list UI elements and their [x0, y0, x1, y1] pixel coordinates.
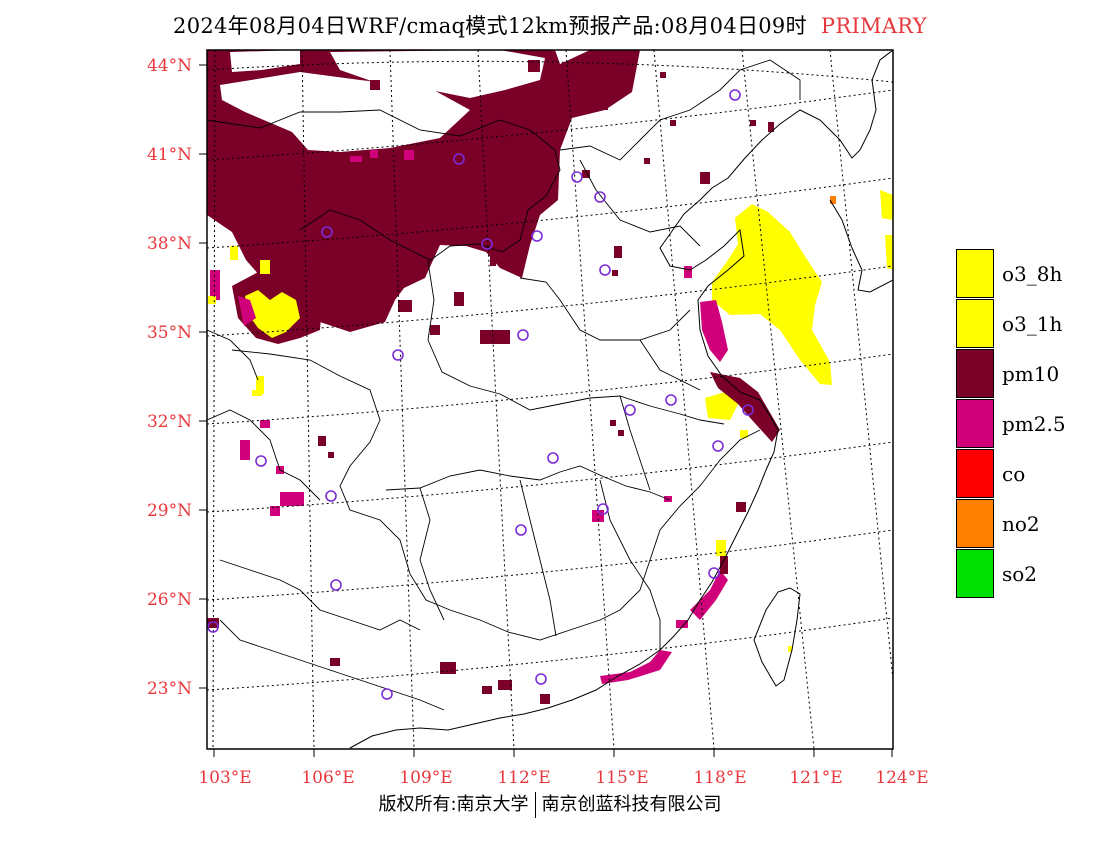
taiwan-outline	[753, 587, 801, 687]
primary-label: PRIMARY	[820, 14, 927, 38]
legend-label-co: co	[1002, 462, 1026, 486]
lon-label-118: 118°E	[693, 768, 746, 788]
city-station-markers	[207, 89, 754, 700]
legend-swatch-no2	[956, 499, 994, 548]
map-content	[207, 50, 893, 749]
coastline	[349, 50, 893, 749]
pm25-fujian-coast	[690, 570, 728, 620]
lat-label-35: 35°N	[147, 323, 192, 343]
longitude-labels: 103°E 106°E 109°E 112°E 115°E 118°E 121°…	[198, 768, 928, 788]
lat-label-38: 38°N	[147, 234, 192, 254]
o3-shanghai	[705, 392, 738, 420]
lon-label-106: 106°E	[301, 768, 354, 788]
copyright-footer: 版权所有:南京大学 南京创蓝科技有限公司	[0, 790, 1100, 818]
lon-label-109: 109°E	[399, 768, 452, 788]
legend-label-no2: no2	[1002, 512, 1040, 536]
korea-coast	[829, 199, 893, 293]
legend-label-o3-8h: o3_8h	[1002, 262, 1063, 286]
legend-swatch-o3-1h	[956, 299, 994, 348]
legend-label-so2: so2	[1002, 562, 1038, 586]
footer-separator	[534, 792, 536, 818]
title-text: 2024年08月04日WRF/cmaq模式12km预报产品:08月04日09时	[173, 14, 807, 38]
latitude-labels: 44°N 41°N 38°N 35°N 32°N 29°N 26°N 23°N	[147, 56, 192, 699]
lon-label-112: 112°E	[497, 768, 550, 788]
legend-label-o3-1h: o3_1h	[1002, 312, 1063, 336]
clear-area-2	[230, 50, 300, 72]
legend-swatch-co	[956, 449, 994, 498]
legend-label-pm10: pm10	[1002, 362, 1060, 386]
legend-swatch-o3-8h	[956, 249, 994, 298]
legend-label-pm25: pm2.5	[1002, 412, 1066, 436]
legend-swatch-pm10	[956, 349, 994, 398]
lat-label-32: 32°N	[147, 412, 192, 432]
latitude-ticks	[199, 64, 207, 689]
o3-plume-sea	[712, 204, 832, 385]
lat-label-26: 26°N	[147, 590, 192, 610]
longitude-ticks	[213, 749, 893, 757]
lon-label-103: 103°E	[198, 768, 251, 788]
map-frame	[206, 49, 894, 750]
o3-east-edge	[880, 190, 893, 220]
lat-label-44: 44°N	[147, 56, 192, 76]
scattered-pollution-cells	[207, 60, 836, 704]
graticule	[207, 50, 893, 749]
o3-east-edge-2	[885, 235, 893, 270]
o3-cluster-west	[245, 290, 300, 338]
lat-label-41: 41°N	[147, 145, 192, 165]
lat-label-29: 29°N	[147, 501, 192, 521]
legend-swatch-pm25	[956, 399, 994, 448]
pm25-guangdong-coast	[600, 650, 672, 684]
pm25-coast	[700, 300, 728, 362]
lon-label-115: 115°E	[595, 768, 648, 788]
map-title: 2024年08月04日WRF/cmaq模式12km预报产品:08月04日09时 P…	[0, 10, 1100, 40]
copyright-right: 南京创蓝科技有限公司	[541, 794, 722, 815]
lon-label-121: 121°E	[789, 768, 842, 788]
lon-label-124: 124°E	[875, 768, 928, 788]
lat-label-23: 23°N	[147, 679, 192, 699]
legend-swatch-so2	[956, 549, 994, 598]
copyright-left: 版权所有:南京大学	[378, 794, 529, 815]
pm25-cluster-west	[238, 296, 256, 326]
